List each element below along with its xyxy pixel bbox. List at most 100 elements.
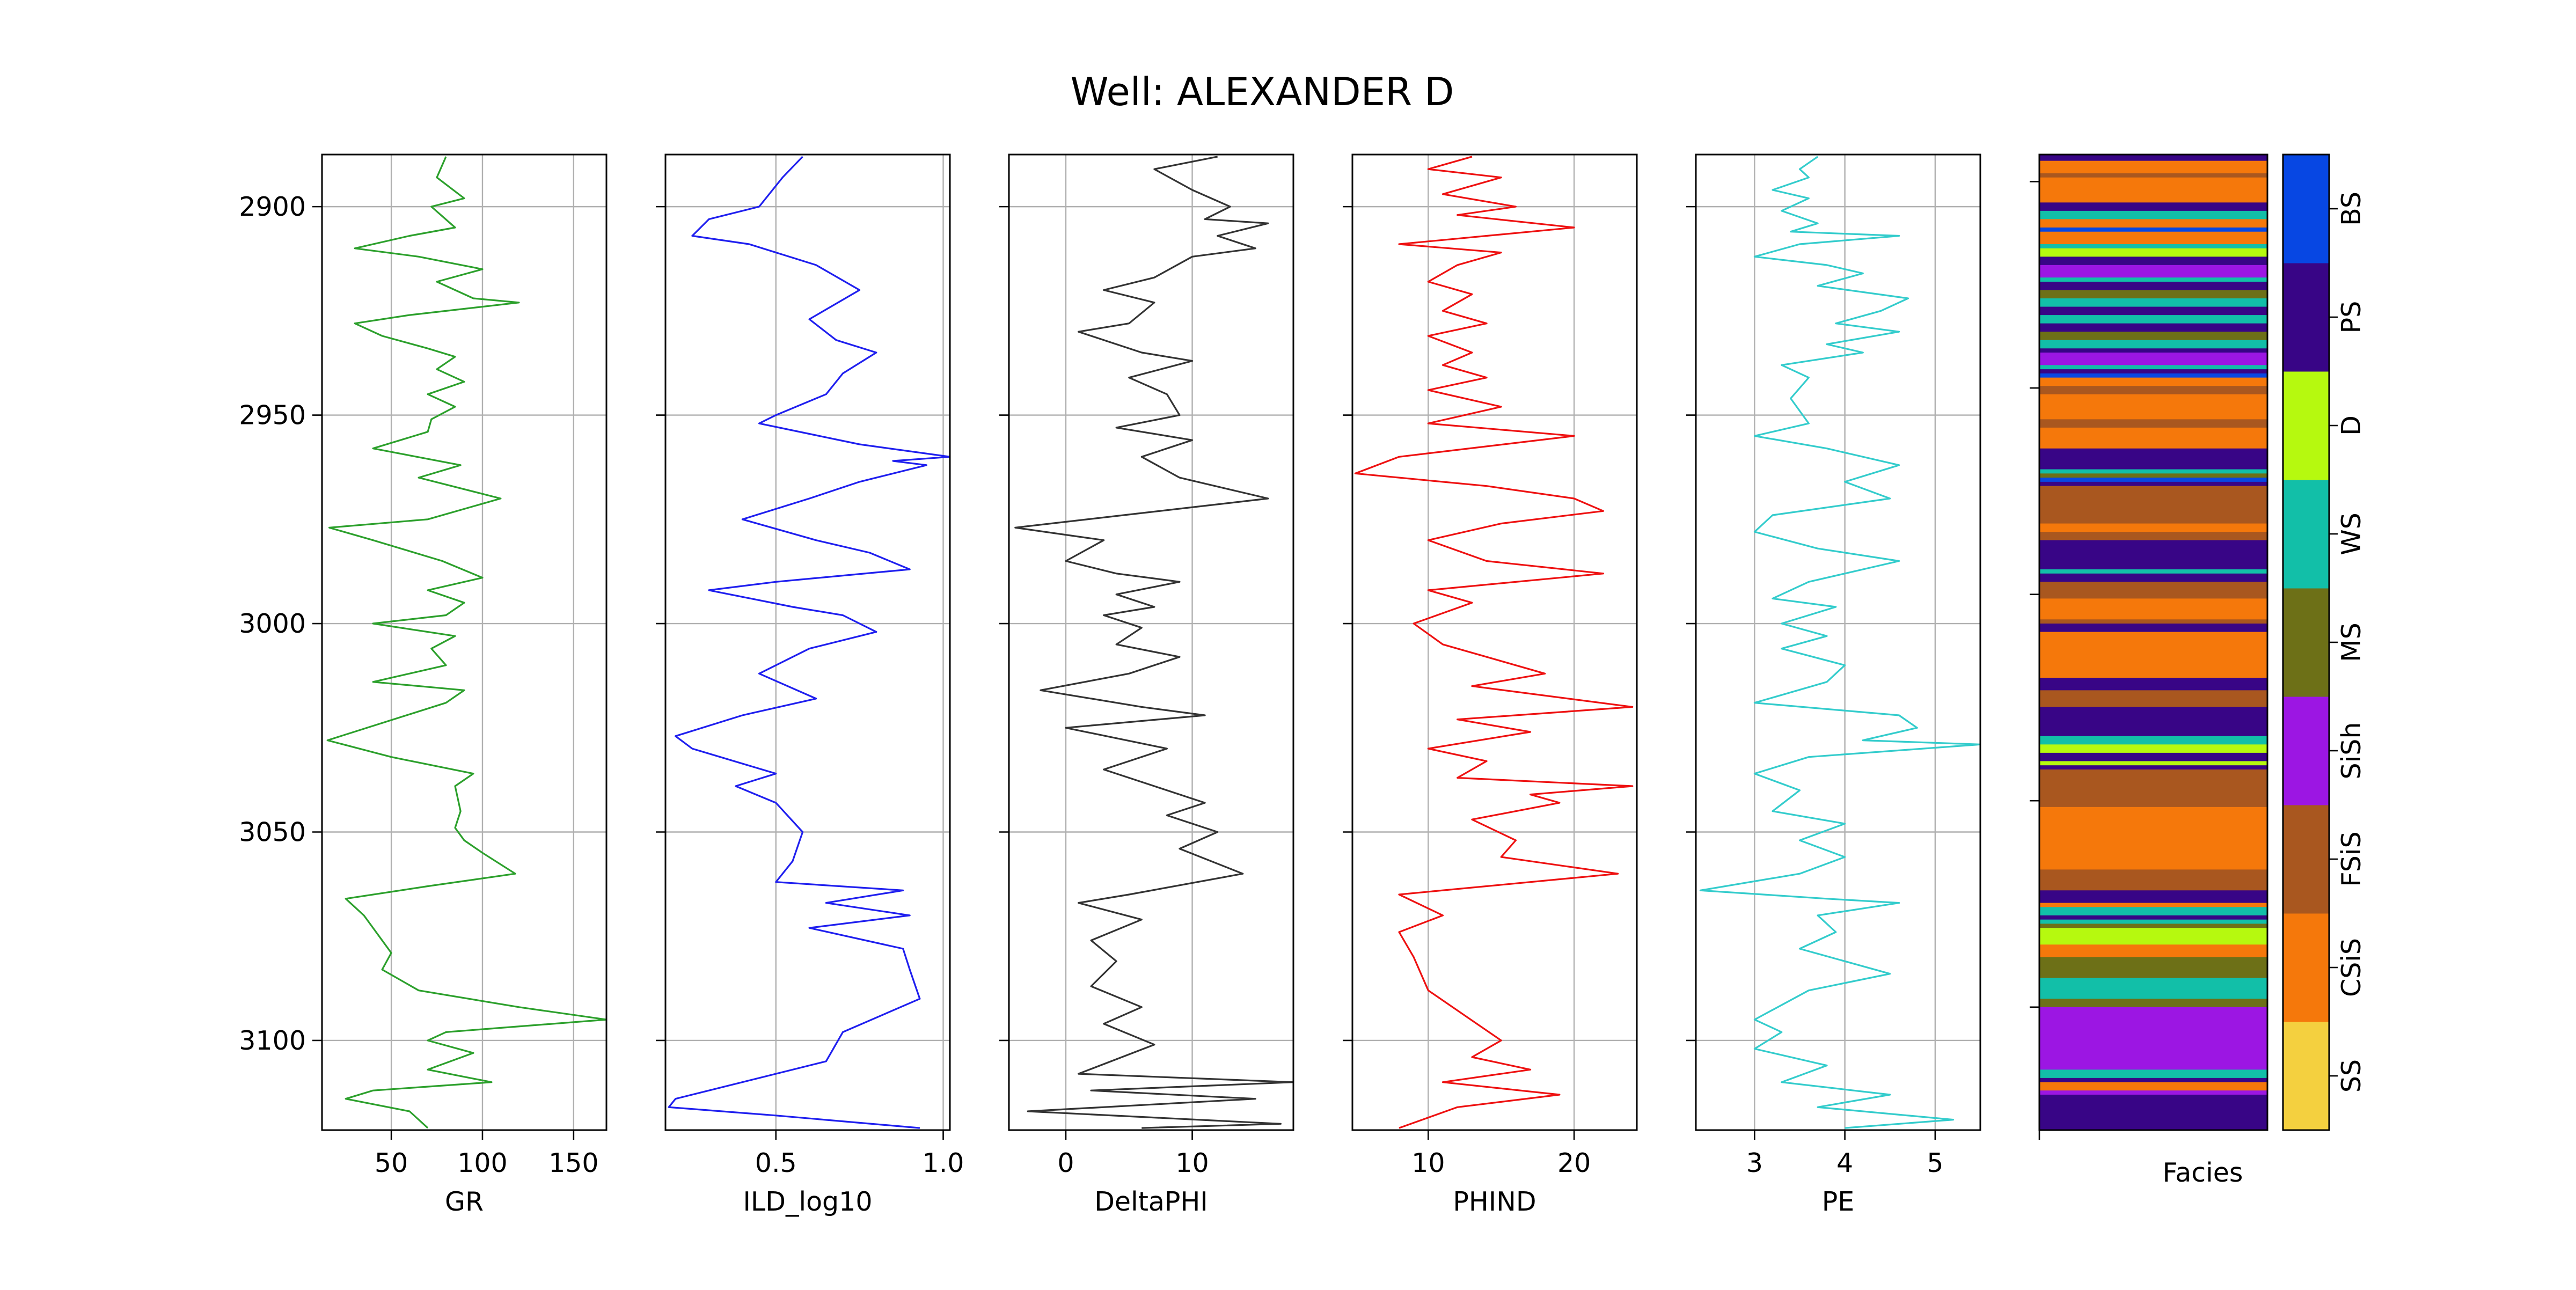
facies-band-ps — [2039, 678, 2267, 691]
facies-band-csis — [2039, 377, 2267, 386]
chart-title: Well: ALEXANDER D — [1070, 69, 1454, 114]
track-frame — [1351, 153, 1638, 1131]
facies-band-csis — [2039, 160, 2267, 174]
depth-tick-label: 3000 — [239, 609, 306, 639]
facies-band-ps — [2039, 573, 2267, 582]
facies-band-ps — [2039, 540, 2267, 570]
track-frame — [1695, 153, 1981, 1131]
facies-band-fsis — [2039, 532, 2267, 541]
facies-band-d — [2039, 761, 2267, 766]
facies-band-csis — [2039, 944, 2267, 958]
facies-band-ws — [2039, 340, 2267, 349]
x-tick-label: 0 — [1057, 1148, 1074, 1178]
facies-band-fsis — [2039, 419, 2267, 428]
series-line-ild-log10 — [668, 156, 950, 1129]
colorbar-swatch-csis — [2283, 913, 2329, 1022]
x-axis-label: DeltaPHI — [1094, 1186, 1208, 1217]
x-axis-label: PHIND — [1453, 1186, 1536, 1217]
facies-band-ms — [2039, 473, 2267, 478]
track-deltaphi: 0 10 DeltaPHI — [999, 153, 1294, 1217]
facies-band-bs — [2039, 227, 2267, 232]
colorbar-label: CSiS — [2336, 938, 2367, 997]
facies-band-ps — [2039, 765, 2267, 770]
colorbar-label: SS — [2336, 1059, 2367, 1093]
facies-band-ws — [2039, 277, 2267, 282]
depth-tick-label: 2900 — [239, 192, 306, 222]
facies-colorbar: SS CSiS FSiS SiSh MS WS D PS BS — [2282, 153, 2367, 1131]
facies-band-fsis — [2039, 690, 2267, 708]
colorbar-swatch-ms — [2283, 588, 2329, 697]
colorbar-label: MS — [2336, 622, 2367, 662]
facies-band-ps — [2039, 1078, 2267, 1083]
facies-band-sish — [2039, 265, 2267, 278]
facies-band-csis — [2039, 1082, 2267, 1091]
facies-band-ws — [2039, 315, 2267, 324]
facies-band-ps — [2039, 348, 2267, 353]
track-gr: 50 100 150 GR 2900 2950 3000 3050 3100 — [239, 153, 608, 1217]
facies-band-csis — [2039, 807, 2267, 870]
x-tick-label: 1.0 — [923, 1148, 964, 1178]
facies-band-ws — [2039, 244, 2267, 249]
facies-band-csis — [2039, 427, 2267, 449]
facies-band-ps — [2039, 481, 2267, 487]
x-axis-label: Facies — [2163, 1157, 2243, 1188]
facies-band-ps — [2039, 1094, 2267, 1131]
colorbar-label: PS — [2336, 301, 2367, 334]
colorbar-label: FSiS — [2336, 831, 2367, 886]
facies-band-ps — [2039, 155, 2267, 162]
facies-band-ms — [2039, 290, 2267, 299]
facies-band-fsis — [2039, 386, 2267, 395]
facies-band-ms — [2039, 999, 2267, 1008]
facies-band-fsis — [2039, 582, 2267, 599]
facies-band-ms — [2039, 332, 2267, 341]
facies-band-fsis — [2039, 769, 2267, 808]
facies-band-sish — [2039, 1090, 2267, 1095]
facies-band-bs — [2039, 478, 2267, 482]
x-axis-label: GR — [445, 1186, 484, 1217]
series-line-deltaphi — [1014, 156, 1293, 1129]
series-line-pe — [1699, 156, 1980, 1129]
colorbar-swatch-ps — [2283, 263, 2329, 372]
facies-band-ps — [2039, 890, 2267, 904]
facies-band-d — [2039, 928, 2267, 945]
colorbar-swatch-fsis — [2283, 805, 2329, 914]
track-pe: 3 4 5 PE — [1686, 153, 1981, 1217]
facies-band-d — [2039, 744, 2267, 753]
facies-band-ws — [2039, 469, 2267, 474]
facies-band-ws — [2039, 210, 2267, 220]
x-axis-label: PE — [1822, 1186, 1855, 1217]
x-tick-label: 150 — [548, 1148, 599, 1178]
facies-frame — [2038, 153, 2268, 1131]
facies-band-csis — [2039, 523, 2267, 532]
facies-band-ws — [2039, 569, 2267, 574]
track-phind: 10 20 PHIND — [1343, 153, 1638, 1217]
facies-band-csis — [2039, 903, 2267, 907]
depth-tick-label: 3050 — [239, 817, 306, 848]
facies-band-ws — [2039, 1069, 2267, 1079]
facies-band-ps — [2039, 369, 2267, 374]
facies-band-fsis — [2039, 486, 2267, 524]
facies-band-ps — [2039, 624, 2267, 633]
facies-band-ps — [2039, 281, 2267, 291]
x-tick-label: 100 — [457, 1148, 508, 1178]
colorbar-label: D — [2336, 415, 2367, 436]
depth-tick-label: 2950 — [239, 400, 306, 431]
facies-band-ms — [2039, 957, 2267, 979]
x-axis-label: ILD_log10 — [743, 1186, 872, 1217]
facies-band-ms — [2039, 923, 2267, 928]
facies-band-fsis — [2039, 869, 2267, 891]
facies-band-csis — [2039, 394, 2267, 420]
colorbar-label: WS — [2336, 512, 2367, 555]
facies-band-ps — [2039, 323, 2267, 332]
x-tick-label: 4 — [1836, 1148, 1853, 1178]
x-tick-label: 0.5 — [755, 1148, 797, 1178]
x-tick-label: 10 — [1411, 1148, 1445, 1178]
facies-band-bs — [2039, 373, 2267, 378]
facies-band-ws — [2039, 298, 2267, 307]
facies-band-ws — [2039, 919, 2267, 925]
facies-band-csis — [2039, 177, 2267, 203]
x-tick-label: 20 — [1557, 1148, 1591, 1178]
